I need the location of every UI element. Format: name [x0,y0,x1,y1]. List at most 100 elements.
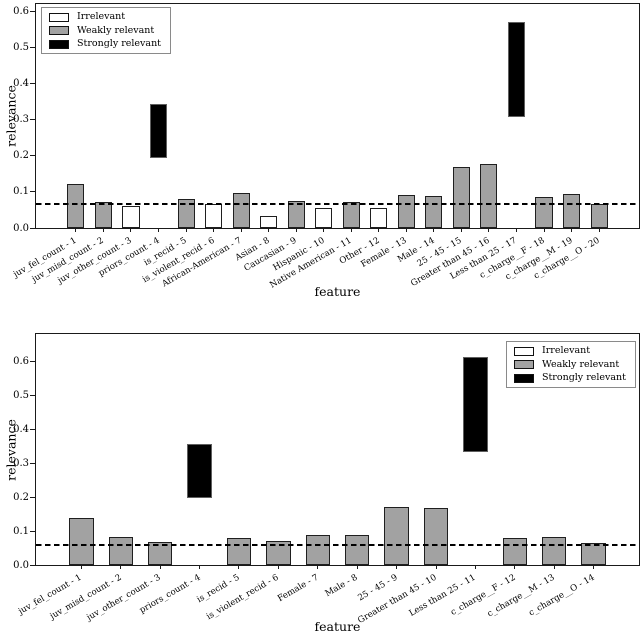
y-tick-label: 0.5 [13,389,29,401]
y-tick-mark [30,191,35,193]
y-tick-label: 0.3 [13,114,29,126]
legend-label: Weakly relevant [77,24,155,36]
legend: Irrelevant Weakly relevant Strongly releva… [41,7,172,54]
x-tick-mark [240,228,242,232]
x-tick-mark [593,565,595,569]
bar-14 [581,542,606,565]
y-tick-label: 0.1 [13,525,29,537]
y-tick-mark [30,462,35,464]
chart-bottom: relevance feature 0.0 0.1 0.2 0.3 0.4 0.5 0.6 j… [0,310,640,636]
x-tick-mark [295,228,297,232]
legend-label: Irrelevant [77,11,126,22]
y-tick-label: 0.0 [13,222,29,234]
y-tick-label: 0.6 [13,5,29,17]
bar-8 [260,215,278,228]
x-tick-mark [474,565,476,569]
bar-10 [315,208,333,228]
threshold-dashed-line [36,543,639,546]
bar-2 [108,536,133,565]
legend-item-strong: Strongly relevant [513,372,626,383]
y-tick-mark [30,428,35,430]
legend-label: Weakly relevant [541,358,620,370]
x-tick-mark [571,228,573,232]
x-axis-label: feature [314,284,361,299]
y-tick-mark [30,119,35,121]
y-tick-label: 0.5 [13,41,29,53]
y-tick-mark [30,530,35,532]
x-tick-mark [80,565,82,569]
bar-2 [94,201,112,228]
legend-item-strong: Strongly relevant [49,39,161,49]
x-tick-mark [460,228,462,232]
x-tick-mark [323,228,325,232]
x-tick-mark [598,228,600,232]
x-tick-mark [120,565,122,569]
bar-9 [287,200,305,228]
y-tick-mark [30,496,35,498]
x-tick-mark [435,565,437,569]
legend-swatch-irrelevant-icon [513,346,534,356]
y-tick-mark [30,360,35,362]
x-tick-mark [213,228,215,232]
x-tick-mark [159,565,161,569]
bar-12 [502,537,528,565]
x-tick-mark [238,565,240,569]
x-tick-mark [130,228,132,232]
bar-5 [226,538,252,565]
bar-11 [342,201,360,228]
legend-item-irrelevant: Irrelevant [513,345,626,356]
bar-16 [480,164,498,228]
x-tick-mark [317,565,319,569]
bar-13 [542,537,567,565]
y-tick-label: 0.2 [13,150,29,162]
bar-1 [67,183,85,228]
bar-6 [205,204,223,228]
x-tick-mark [75,228,77,232]
x-tick-mark [433,228,435,232]
legend-swatch-weak-icon [513,360,534,369]
legend-item-weak: Weakly relevant [49,24,161,36]
x-tick-mark [488,228,490,232]
plot-area-top: relevance feature 0.0 0.1 0.2 0.3 0.4 0.5 0.6 j… [4,3,640,299]
x-axis-label: feature [314,619,361,634]
bar-14 [425,195,443,228]
x-tick-mark [199,565,201,569]
bar-20 [590,203,608,228]
bar-15 [452,167,470,228]
y-tick-label: 0.1 [13,186,29,198]
y-tick-label: 0.4 [13,423,29,435]
x-tick-mark [405,228,407,232]
plot-area-bottom: relevance feature 0.0 0.1 0.2 0.3 0.4 0.5 0.6 j… [4,333,640,634]
bar-11 [463,357,488,453]
legend-swatch-irrelevant-icon [49,12,69,22]
x-tick-mark [396,565,398,569]
threshold-dashed-line [36,203,639,206]
y-tick-label: 0.0 [13,559,29,571]
x-tick-mark [185,228,187,232]
x-tick-mark [102,228,104,232]
chart-top: relevance feature 0.0 0.1 0.2 0.3 0.4 0.5 0.6 j… [0,0,640,310]
legend-label: Strongly relevant [541,372,626,383]
y-tick-label: 0.6 [13,355,29,367]
x-tick-mark [158,228,160,232]
y-tick-mark [30,10,35,12]
bar-13 [397,195,415,228]
x-tick-mark [515,228,517,232]
y-tick-mark [30,564,35,566]
x-tick-mark [268,228,270,232]
x-tick-mark [514,565,516,569]
y-tick-label: 0.4 [13,77,29,89]
y-tick-mark [30,82,35,84]
y-tick-mark [30,46,35,48]
legend-label: Irrelevant [541,345,591,356]
bar-17 [507,22,525,117]
y-tick-mark [30,394,35,396]
bar-10 [423,507,449,565]
bar-3 [122,205,140,228]
bar-9 [384,506,409,565]
bar-8 [344,535,370,565]
bar-1 [69,518,94,565]
bar-6 [266,540,291,565]
legend-item-irrelevant: Irrelevant [49,12,161,22]
